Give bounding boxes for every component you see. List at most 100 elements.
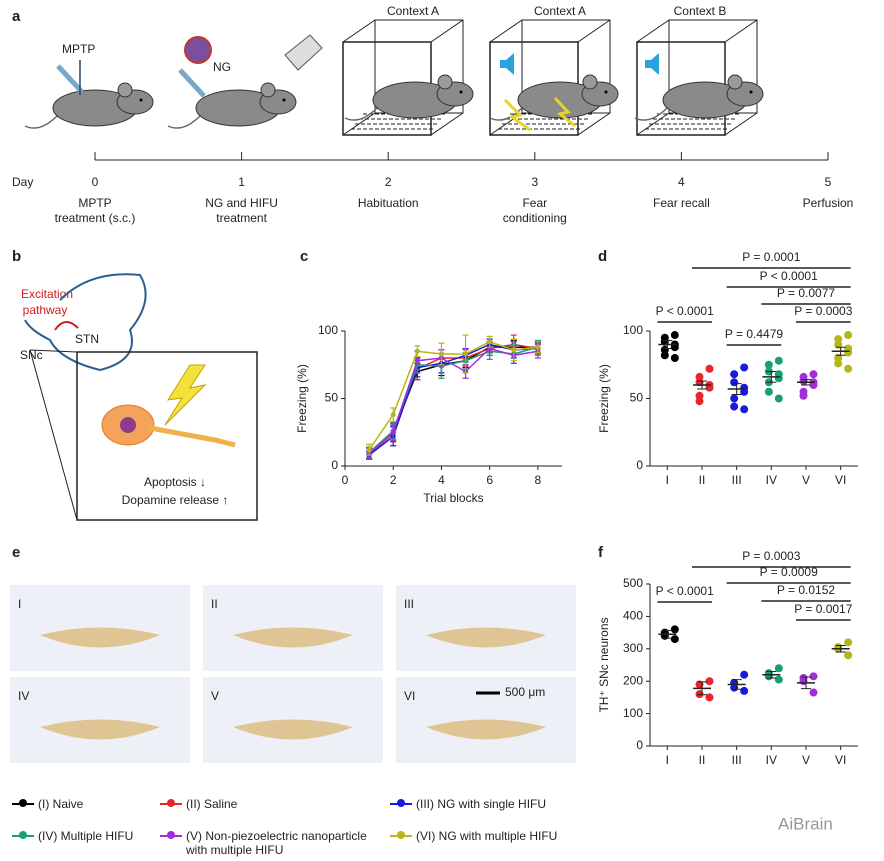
chamber-edge [342, 19, 376, 43]
chamber-edge [489, 19, 523, 43]
point [809, 672, 818, 681]
x-tick-label: 2 [390, 473, 397, 487]
y-tick-label: 200 [623, 673, 643, 687]
event-label: Fear [522, 196, 547, 210]
point [463, 351, 469, 357]
sem-bar [731, 679, 742, 690]
p-value: P < 0.0001 [760, 269, 818, 283]
panel-label: e [12, 544, 20, 561]
x-tick-label: 4 [438, 473, 445, 487]
point [774, 394, 783, 403]
sem-bar [697, 380, 707, 390]
event-label: treatment [216, 211, 267, 225]
point [774, 664, 783, 673]
point [774, 374, 783, 383]
point [670, 625, 679, 634]
p-value: P = 0.0017 [794, 602, 852, 616]
legend-label: (II) Saline [186, 797, 238, 811]
shock [553, 96, 576, 128]
point [774, 356, 783, 365]
p-value: P < 0.0001 [656, 584, 714, 598]
sem-bar [766, 670, 777, 679]
panel-label: f [598, 544, 604, 561]
x-tick-label: 0 [342, 473, 349, 487]
chamber-edge [577, 19, 611, 43]
sem-bar [766, 371, 777, 383]
legend-label: (I) Naive [38, 797, 84, 811]
watermark: AiBrain [778, 814, 833, 833]
x-axis-title: Trial blocks [423, 491, 483, 505]
mouse-tail [24, 115, 58, 129]
axon [149, 425, 236, 448]
point [705, 677, 714, 686]
point [764, 387, 773, 396]
point [844, 331, 853, 340]
panel-label: b [12, 248, 21, 265]
mouse-tail [344, 107, 378, 121]
legend-symbol [390, 829, 412, 841]
region-label: STN [75, 332, 99, 346]
mouse-ear [260, 82, 276, 98]
point [487, 339, 493, 345]
legend-label: (VI) NG with multiple HIFU [416, 829, 558, 843]
y-tick-label: 0 [636, 738, 643, 752]
chamber-edge [724, 19, 758, 43]
day-number: 0 [92, 175, 99, 189]
day-number: 2 [385, 175, 392, 189]
point [438, 351, 444, 357]
syringe [178, 68, 206, 98]
series-line [368, 347, 539, 455]
point [660, 351, 669, 360]
point [730, 370, 739, 379]
mouse-eye [459, 90, 463, 94]
point [366, 447, 372, 453]
chamber-edge [430, 112, 464, 136]
event-label: conditioning [503, 211, 567, 225]
sem-bar [801, 676, 811, 690]
point [740, 686, 749, 695]
legend-label: (III) NG with single HIFU [416, 797, 547, 811]
legend-item: (III) NG with single HIFU [390, 797, 610, 811]
point [834, 359, 843, 368]
legend-label: (IV) Multiple HIFU [38, 829, 134, 843]
point [670, 354, 679, 362]
point [834, 340, 843, 349]
legend-symbol [160, 829, 182, 841]
sem-bar [835, 645, 846, 653]
scale-bar-label: 500 μm [505, 685, 545, 699]
x-tick-label: IV [766, 753, 777, 767]
section-label: I [18, 597, 21, 611]
mouse-tail [167, 115, 201, 129]
point [844, 651, 853, 660]
point [705, 693, 714, 702]
x-tick-label: V [802, 473, 810, 487]
point [730, 402, 739, 411]
y-axis-title: Freezing (%) [597, 364, 611, 433]
x-tick-label: VI [835, 753, 846, 767]
snc-stain [233, 719, 353, 740]
point [764, 360, 773, 369]
effect-label: Dopamine release ↑ [122, 493, 229, 507]
mouse-eye [282, 98, 286, 102]
event-label: MPTP [78, 196, 111, 210]
context-label: Context B [674, 4, 727, 18]
point [844, 638, 853, 647]
mouse-ear [582, 74, 598, 90]
legend-label: (V) Non-piezoelectric nanoparticle with … [186, 829, 367, 857]
point [774, 675, 783, 684]
x-tick-label: IV [766, 473, 777, 487]
neuron-nucleus [120, 417, 136, 433]
mouse-ear [727, 74, 743, 90]
point [740, 670, 749, 679]
point [670, 635, 679, 644]
event-label: treatment (s.c.) [55, 211, 136, 225]
section-label: IV [18, 689, 29, 703]
x-tick-label: II [699, 753, 706, 767]
brain-outline [24, 273, 147, 372]
legend-item: (IV) Multiple HIFU [12, 829, 232, 843]
nanoparticle [184, 36, 212, 64]
panel-label: c [300, 248, 308, 265]
point [740, 405, 749, 414]
